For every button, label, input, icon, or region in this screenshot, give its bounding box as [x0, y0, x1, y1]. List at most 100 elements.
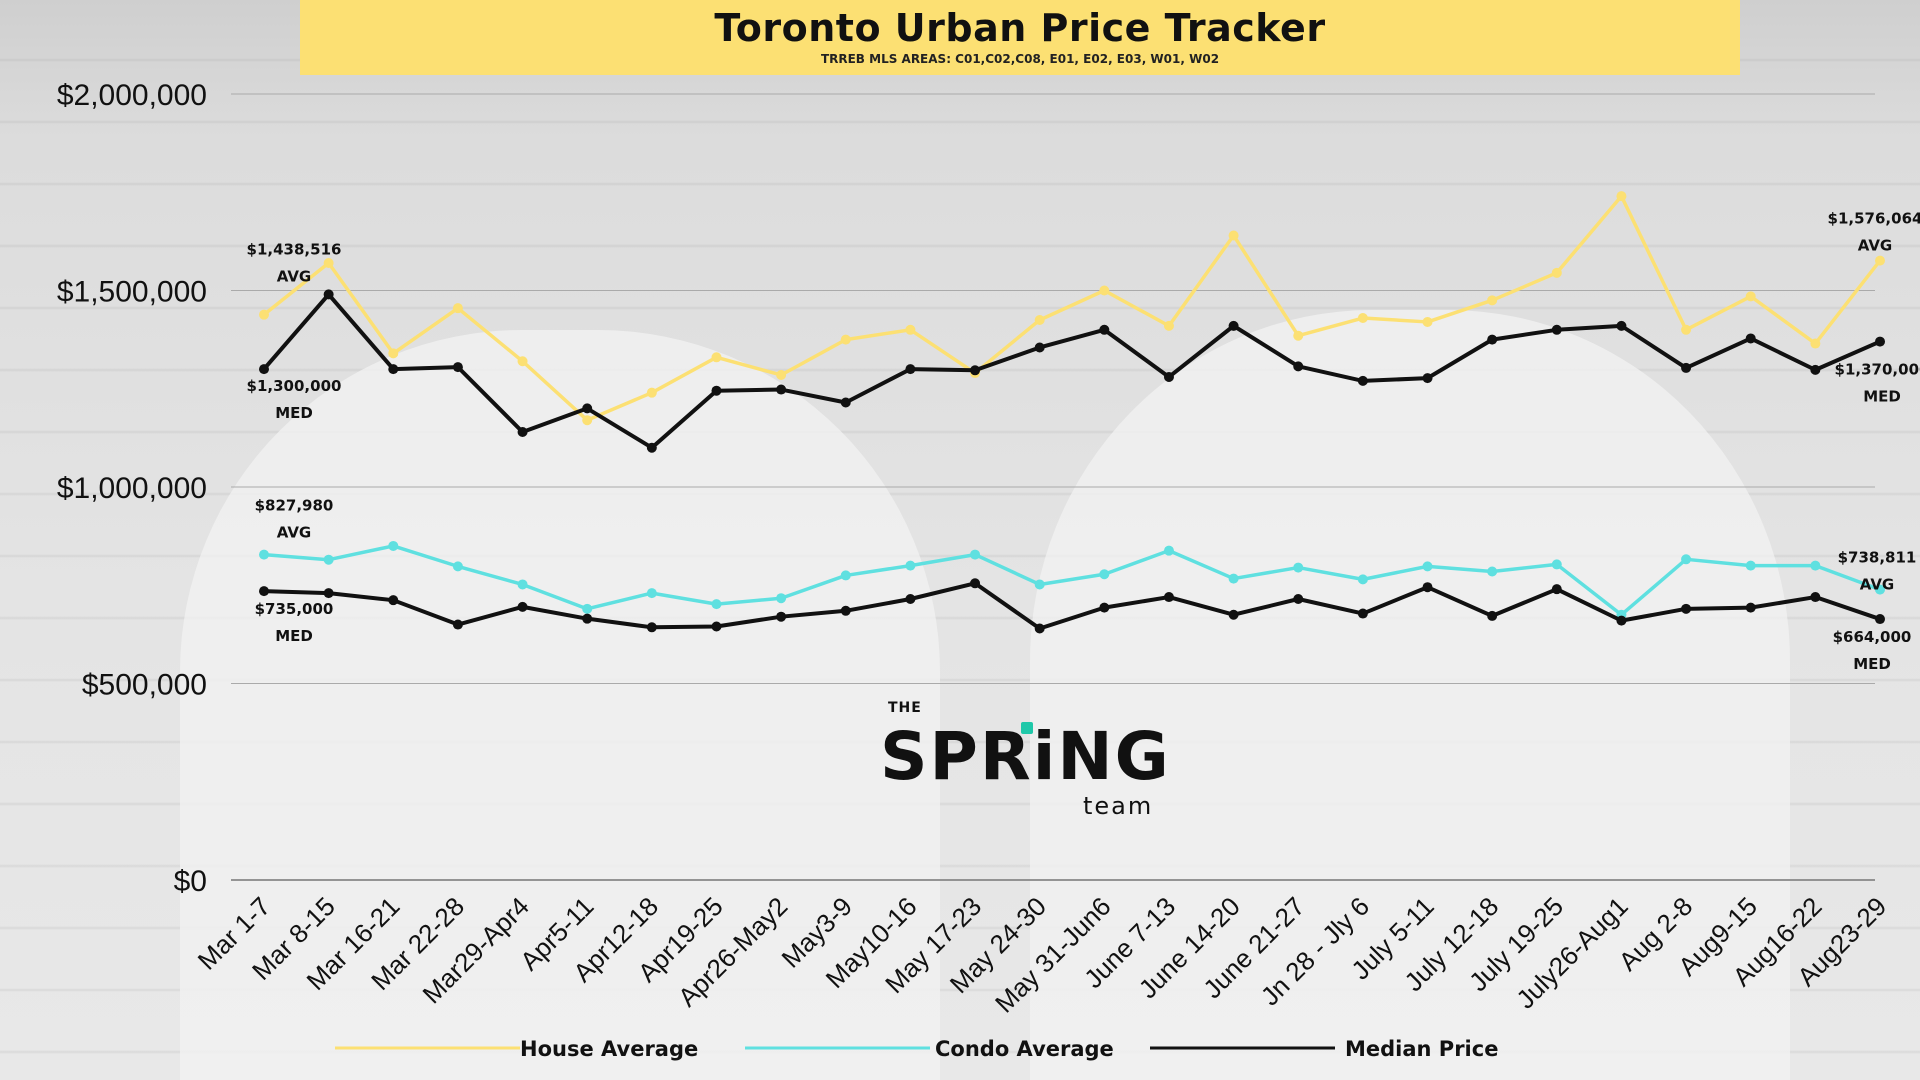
data-point	[1422, 373, 1433, 384]
data-point	[1810, 560, 1821, 571]
annotation-value: $1,300,000	[247, 377, 342, 395]
data-point	[452, 561, 463, 572]
annotation-tag: MED	[1863, 388, 1901, 406]
data-point	[970, 578, 981, 589]
annotation-tag: AVG	[277, 524, 312, 542]
logo-the-text: THE	[888, 700, 922, 716]
data-point	[711, 385, 722, 396]
data-point	[1745, 333, 1756, 344]
annotation: $1,300,000 MED	[247, 377, 342, 422]
data-point	[1875, 255, 1885, 266]
data-point	[1810, 364, 1821, 375]
annotation-value: $735,000	[255, 600, 334, 618]
data-point	[517, 579, 528, 590]
annotation: $664,000 MED	[1833, 628, 1912, 673]
data-point	[970, 365, 981, 376]
person-left-silhouette	[180, 330, 940, 1080]
data-point	[1745, 602, 1756, 613]
data-point	[1875, 584, 1885, 595]
data-point	[905, 324, 916, 335]
grid-lines	[231, 93, 1875, 881]
data-point	[1487, 566, 1498, 577]
data-point	[1163, 545, 1174, 556]
data-point	[1681, 324, 1692, 335]
y-tick-label: $500,000	[82, 669, 207, 702]
data-point	[323, 257, 334, 268]
data-point	[582, 603, 593, 614]
series-group	[259, 289, 1885, 453]
data-point	[582, 403, 593, 414]
person-right-silhouette	[1030, 310, 1790, 1080]
data-point	[1616, 191, 1627, 202]
data-point	[1616, 615, 1627, 626]
logo-team-text: team	[1083, 792, 1154, 820]
data-point	[1357, 313, 1368, 324]
data-point	[1810, 592, 1821, 603]
data-point	[259, 586, 269, 597]
data-point	[388, 595, 399, 606]
data-point	[1293, 330, 1304, 341]
annotation-value: $1,438,516	[247, 241, 342, 259]
data-point	[323, 289, 334, 300]
data-point	[1551, 267, 1562, 278]
data-point	[582, 613, 593, 624]
chart-subtitle: TRREB MLS AREAS: C01,C02,C08, E01, E02, …	[820, 52, 1220, 66]
data-point	[517, 426, 528, 437]
data-point	[1681, 603, 1692, 614]
data-point	[1422, 561, 1433, 572]
data-point	[1228, 230, 1239, 241]
series-line	[263, 581, 1881, 631]
data-point	[1551, 584, 1562, 595]
data-point	[1745, 560, 1756, 571]
legend-item: House Average	[335, 1037, 698, 1061]
data-point	[1293, 562, 1304, 573]
data-annotations: $1,438,516AVG$1,300,000MED$827,980AVG$73…	[247, 210, 1920, 673]
data-point	[1099, 602, 1110, 613]
data-point	[840, 397, 851, 408]
annotation-tag: AVG	[1858, 237, 1893, 255]
legend-label: House Average	[520, 1037, 698, 1061]
data-point	[323, 588, 334, 599]
data-point	[776, 593, 787, 604]
y-tick-label: $0	[174, 865, 207, 898]
data-point	[905, 594, 916, 605]
data-point	[582, 415, 593, 426]
annotation-tag: AVG	[1860, 576, 1895, 594]
series-line	[262, 292, 1881, 450]
annotation: $1,438,516 AVG	[247, 241, 342, 286]
data-point	[1357, 375, 1368, 386]
data-point	[711, 621, 722, 632]
data-point	[646, 622, 657, 633]
data-point	[323, 554, 334, 565]
data-point	[1422, 582, 1433, 593]
data-point	[1616, 320, 1627, 331]
data-point	[905, 560, 916, 571]
data-point	[1357, 574, 1368, 585]
series-line	[262, 194, 1882, 422]
data-point	[517, 601, 528, 612]
data-point	[970, 549, 981, 560]
data-point	[840, 334, 851, 345]
data-point	[388, 348, 399, 359]
data-point	[1034, 579, 1045, 590]
y-tick-label: $1,000,000	[57, 472, 207, 505]
data-point	[711, 599, 722, 610]
data-point	[1099, 324, 1110, 335]
y-tick-label: $2,000,000	[57, 79, 207, 112]
data-point	[452, 362, 463, 373]
data-point	[646, 588, 657, 599]
legend-item: Median Price	[1150, 1037, 1498, 1061]
annotation: $735,000 MED	[255, 600, 334, 645]
data-point	[1228, 609, 1239, 620]
title-banner: Toronto Urban Price Tracker TRREB MLS AR…	[300, 0, 1740, 75]
legend-item: Condo Average	[745, 1037, 1114, 1061]
data-point	[452, 303, 463, 314]
data-point	[517, 356, 528, 367]
series-lines	[259, 191, 1885, 634]
spring-team-logo: THE SPRiNG team	[880, 700, 1180, 820]
annotation-tag: MED	[275, 627, 313, 645]
data-point	[259, 549, 269, 560]
data-point	[840, 570, 851, 581]
data-point	[1357, 608, 1368, 619]
